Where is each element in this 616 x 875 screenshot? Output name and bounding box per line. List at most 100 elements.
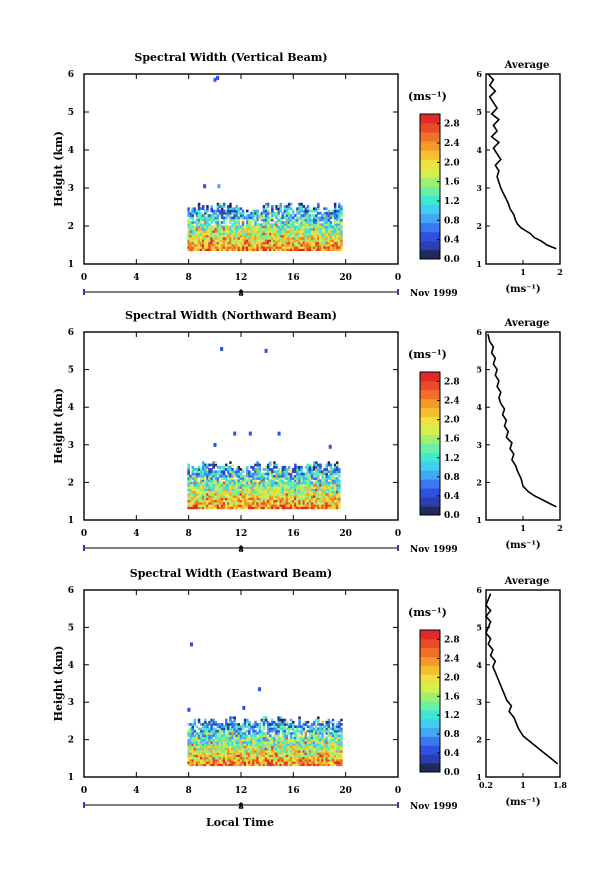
heatmap-cell <box>241 223 245 226</box>
heatmap-cell <box>331 239 335 242</box>
heatmap-cell <box>222 239 226 242</box>
heatmap-cell <box>212 504 215 507</box>
heatmap-cell <box>202 754 205 758</box>
heatmap-cell <box>329 745 333 749</box>
heatmap-cell <box>300 759 303 762</box>
heatmap-cell <box>313 472 316 476</box>
heatmap-cell <box>306 248 310 252</box>
heatmap-cell <box>231 207 234 211</box>
heatmap-cell <box>204 741 207 744</box>
heatmap-cell <box>285 736 289 740</box>
heatmap-cell <box>275 490 278 494</box>
heatmap-cell <box>298 492 301 496</box>
heatmap-cell <box>333 227 337 231</box>
heatmap-cell <box>204 216 207 220</box>
heatmap-cell <box>338 481 341 485</box>
heatmap-cell <box>225 759 228 762</box>
heatmap-cell <box>294 754 297 758</box>
heatmap-cell <box>289 756 293 760</box>
heatmap-cell <box>241 759 245 762</box>
colorbar-frame <box>419 371 441 516</box>
heatmap-cell <box>227 214 230 217</box>
heatmap-cell <box>338 248 341 252</box>
heatmap-cell <box>310 232 314 236</box>
heatmap-cell <box>248 504 251 507</box>
heatmap-cell <box>296 497 299 501</box>
heatmap-cell <box>277 506 280 510</box>
heatmap-cell <box>319 736 322 740</box>
heatmap-cell <box>239 239 243 242</box>
heatmap-cell <box>222 248 226 252</box>
heatmap-cell <box>220 481 224 485</box>
heatmap-cell <box>279 497 282 501</box>
heatmap-cell <box>246 486 249 489</box>
heatmap-cell <box>227 752 230 755</box>
heatmap-cell <box>306 729 310 733</box>
heatmap-cell <box>331 502 335 505</box>
heatmap-cell <box>281 732 285 735</box>
colorbar-segment <box>420 380 440 391</box>
heatmap-cell <box>264 477 268 480</box>
heatmap-cell <box>327 747 331 751</box>
heatmap-cell <box>273 481 276 485</box>
heatmap-cell <box>287 486 291 489</box>
x-tick-label: 20 <box>339 273 352 283</box>
heatmap-cell <box>214 237 218 240</box>
heatmap-cell <box>241 211 245 215</box>
heatmap-cell <box>340 230 343 233</box>
heatmap-cell <box>212 747 215 751</box>
heatmap-cell <box>206 225 209 229</box>
heatmap-cell <box>258 743 261 746</box>
y-axis-label-3: Height (km) <box>52 646 65 722</box>
heatmap-cell <box>266 225 270 229</box>
heatmap-cell <box>231 754 234 758</box>
heatmap-cell <box>277 243 280 247</box>
heatmap-cell <box>292 727 295 731</box>
heatmap-cell <box>292 729 295 733</box>
heatmap-cell <box>248 752 251 755</box>
heatmap-cell <box>273 720 276 724</box>
heatmap-cell <box>266 752 270 755</box>
heatmap-cell <box>214 761 218 764</box>
y-tick-label: 5 <box>68 366 74 376</box>
heatmap-cell <box>279 738 282 742</box>
heatmap-cell <box>279 718 282 722</box>
heatmap-cell <box>225 481 228 485</box>
heatmap-cell <box>222 486 226 489</box>
heatmap-cell <box>216 221 220 224</box>
heatmap-cell <box>191 750 194 753</box>
heatmap-cell <box>325 477 328 480</box>
heatmap-cell <box>210 497 213 501</box>
heatmap-cell <box>310 492 314 496</box>
heatmap-cell <box>248 230 251 233</box>
heatmap-cell <box>338 230 341 233</box>
heatmap-cell <box>287 741 291 744</box>
heatmap-cell <box>336 752 339 755</box>
y-tick-label: 5 <box>68 623 74 633</box>
heatmap-cell <box>199 216 203 220</box>
heatmap-cell <box>193 741 197 744</box>
profile-y-tick-label: 1 <box>476 259 482 269</box>
heatmap-cell <box>216 743 220 746</box>
heatmap-cell <box>327 502 331 505</box>
heatmap-cell <box>266 741 270 744</box>
heatmap-cell <box>273 483 276 487</box>
heatmap-cell <box>275 474 278 478</box>
heatmap-cell <box>212 499 215 503</box>
heatmap-cell <box>225 734 228 737</box>
chart-title-2: Spectral Width (Northward Beam) <box>125 309 337 322</box>
heatmap-cell <box>321 725 324 728</box>
heatmap-cell <box>338 497 341 501</box>
heatmap-cell <box>256 214 259 217</box>
heatmap-cell <box>204 248 207 252</box>
heatmap-cell <box>258 732 261 735</box>
heatmap-cell <box>199 490 203 494</box>
heatmap-cell <box>231 716 234 719</box>
heatmap-cell <box>246 745 249 749</box>
heatmap-cell <box>289 752 293 755</box>
heatmap-cell <box>216 732 220 735</box>
heatmap-cell <box>231 486 234 489</box>
heatmap-cell <box>237 232 241 236</box>
heatmap-cell <box>202 463 205 467</box>
heatmap-cell <box>206 218 209 222</box>
